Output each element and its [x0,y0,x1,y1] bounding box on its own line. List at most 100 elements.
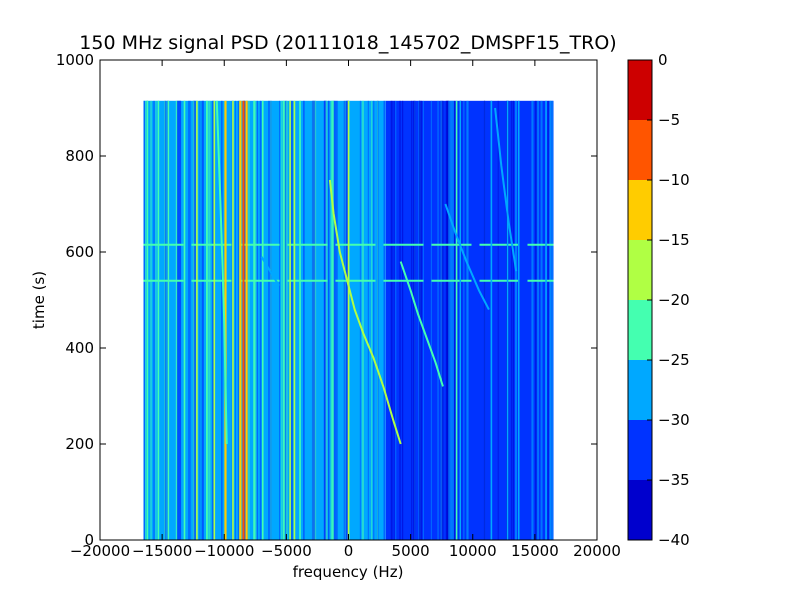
noise-stripe [328,100,330,541]
x-tick-label: −15000 [132,542,192,560]
noise-stripe [143,100,145,541]
noise-stripe [145,100,146,541]
noise-stripe [312,100,315,541]
noise-stripe [153,100,155,541]
noise-stripe [237,100,240,541]
curved-trace-5 [215,100,228,445]
noise-stripe [537,100,540,541]
colorbar-segment-3 [628,300,652,360]
noise-stripe [325,100,328,541]
colorbar-segment-0 [628,480,652,540]
noise-stripe [235,100,236,541]
curved-trace-4 [260,256,280,287]
colorbar-tick-label: 0 [658,51,668,69]
noise-stripe [212,100,215,541]
noise-stripe [279,100,280,541]
colorbar-tick-label: −35 [658,471,690,489]
colorbar-tick-label: −10 [658,171,690,189]
noise-stripe [367,100,369,541]
noise-stripe [540,100,543,541]
curved-trace-1 [399,261,444,387]
x-axis-ticks: −20000 −15000 −10000 −5000 0 5000 10000 15000 20… [70,60,621,560]
chart-title: 150 MHz signal PSD (20111018_145702_DMSP… [79,32,616,54]
noise-stripe [506,100,508,541]
noise-stripe [551,100,554,541]
noise-stripe [281,100,283,541]
noise-stripe [177,100,179,541]
noise-stripe [199,100,201,541]
noise-stripe [343,100,346,541]
noise-stripe [440,100,442,541]
y-tick-label: 400 [65,339,94,357]
x-tick-label: 15000 [511,542,559,560]
colorbar-tick-label: −30 [658,411,690,429]
noise-stripe [451,100,453,541]
noise-stripe [373,100,375,541]
x-tick-label: 20000 [573,542,621,560]
noise-stripe [314,100,317,541]
noise-stripe [483,100,486,541]
noise-stripe [393,100,395,541]
noise-stripe [421,100,423,541]
noise-stripe [150,100,152,541]
noise-stripe [547,100,549,541]
colorbar-segment-7 [628,60,652,120]
noise-stripe [531,100,533,541]
spectrogram-heatmap [143,100,554,541]
noise-stripe [536,100,538,541]
colorbar-segment-1 [628,420,652,480]
colorbar-ticks: −40 −35 −30 −25 −20 −15 −10 −5 0 [647,51,690,549]
noise-stripe [334,100,337,541]
colorbar-tick-label: −5 [658,111,680,129]
curved-trace-3 [494,107,518,272]
noise-stripe [395,100,397,541]
y-tick-label: 0 [84,531,94,549]
colorbar-segment-5 [628,180,652,240]
colorbar-tick-label: −25 [658,351,690,369]
noise-stripe [256,100,258,541]
noise-stripe [345,100,347,541]
noise-stripe [155,100,157,541]
y-tick-label: 1000 [56,51,94,69]
noise-stripe [254,100,257,541]
x-tick-label: 10000 [449,542,497,560]
colorbar-segments [628,60,652,540]
noise-stripe [402,100,404,541]
noise-stripe [466,100,468,541]
noise-stripe [463,100,465,541]
noise-stripe [324,100,327,541]
noise-stripe [244,100,246,541]
noise-stripe [449,100,452,541]
x-tick-label: −5000 [261,542,312,560]
noise-stripe [383,100,386,541]
noise-stripe [335,100,338,541]
noise-stripe [430,100,432,541]
noise-stripe [448,100,450,541]
noise-stripe [510,100,512,541]
noise-stripe [180,100,182,541]
noise-stripe [330,100,333,541]
noise-stripe [285,100,288,541]
noise-stripe [437,100,439,541]
x-tick-label: −20000 [70,542,130,560]
noise-stripe [446,100,449,541]
background-band-2 [441,100,554,541]
noise-stripe [290,100,293,541]
noise-stripe [452,100,455,541]
noise-stripe [371,100,373,541]
noise-stripe [411,100,413,541]
y-axis-label: time (s) [30,271,48,329]
noise-stripe [221,100,223,541]
curved-trace-2 [444,203,490,311]
y-tick-label: 800 [65,147,94,165]
noise-stripe [442,100,444,541]
x-tick-label: 0 [344,542,354,560]
noise-stripe [166,100,169,541]
noise-stripe [414,100,416,541]
x-axis-label: frequency (Hz) [293,563,404,581]
noise-stripe [332,100,334,541]
noise-stripe [176,100,178,541]
noise-stripe [268,100,270,541]
colorbar-segment-2 [628,360,652,420]
